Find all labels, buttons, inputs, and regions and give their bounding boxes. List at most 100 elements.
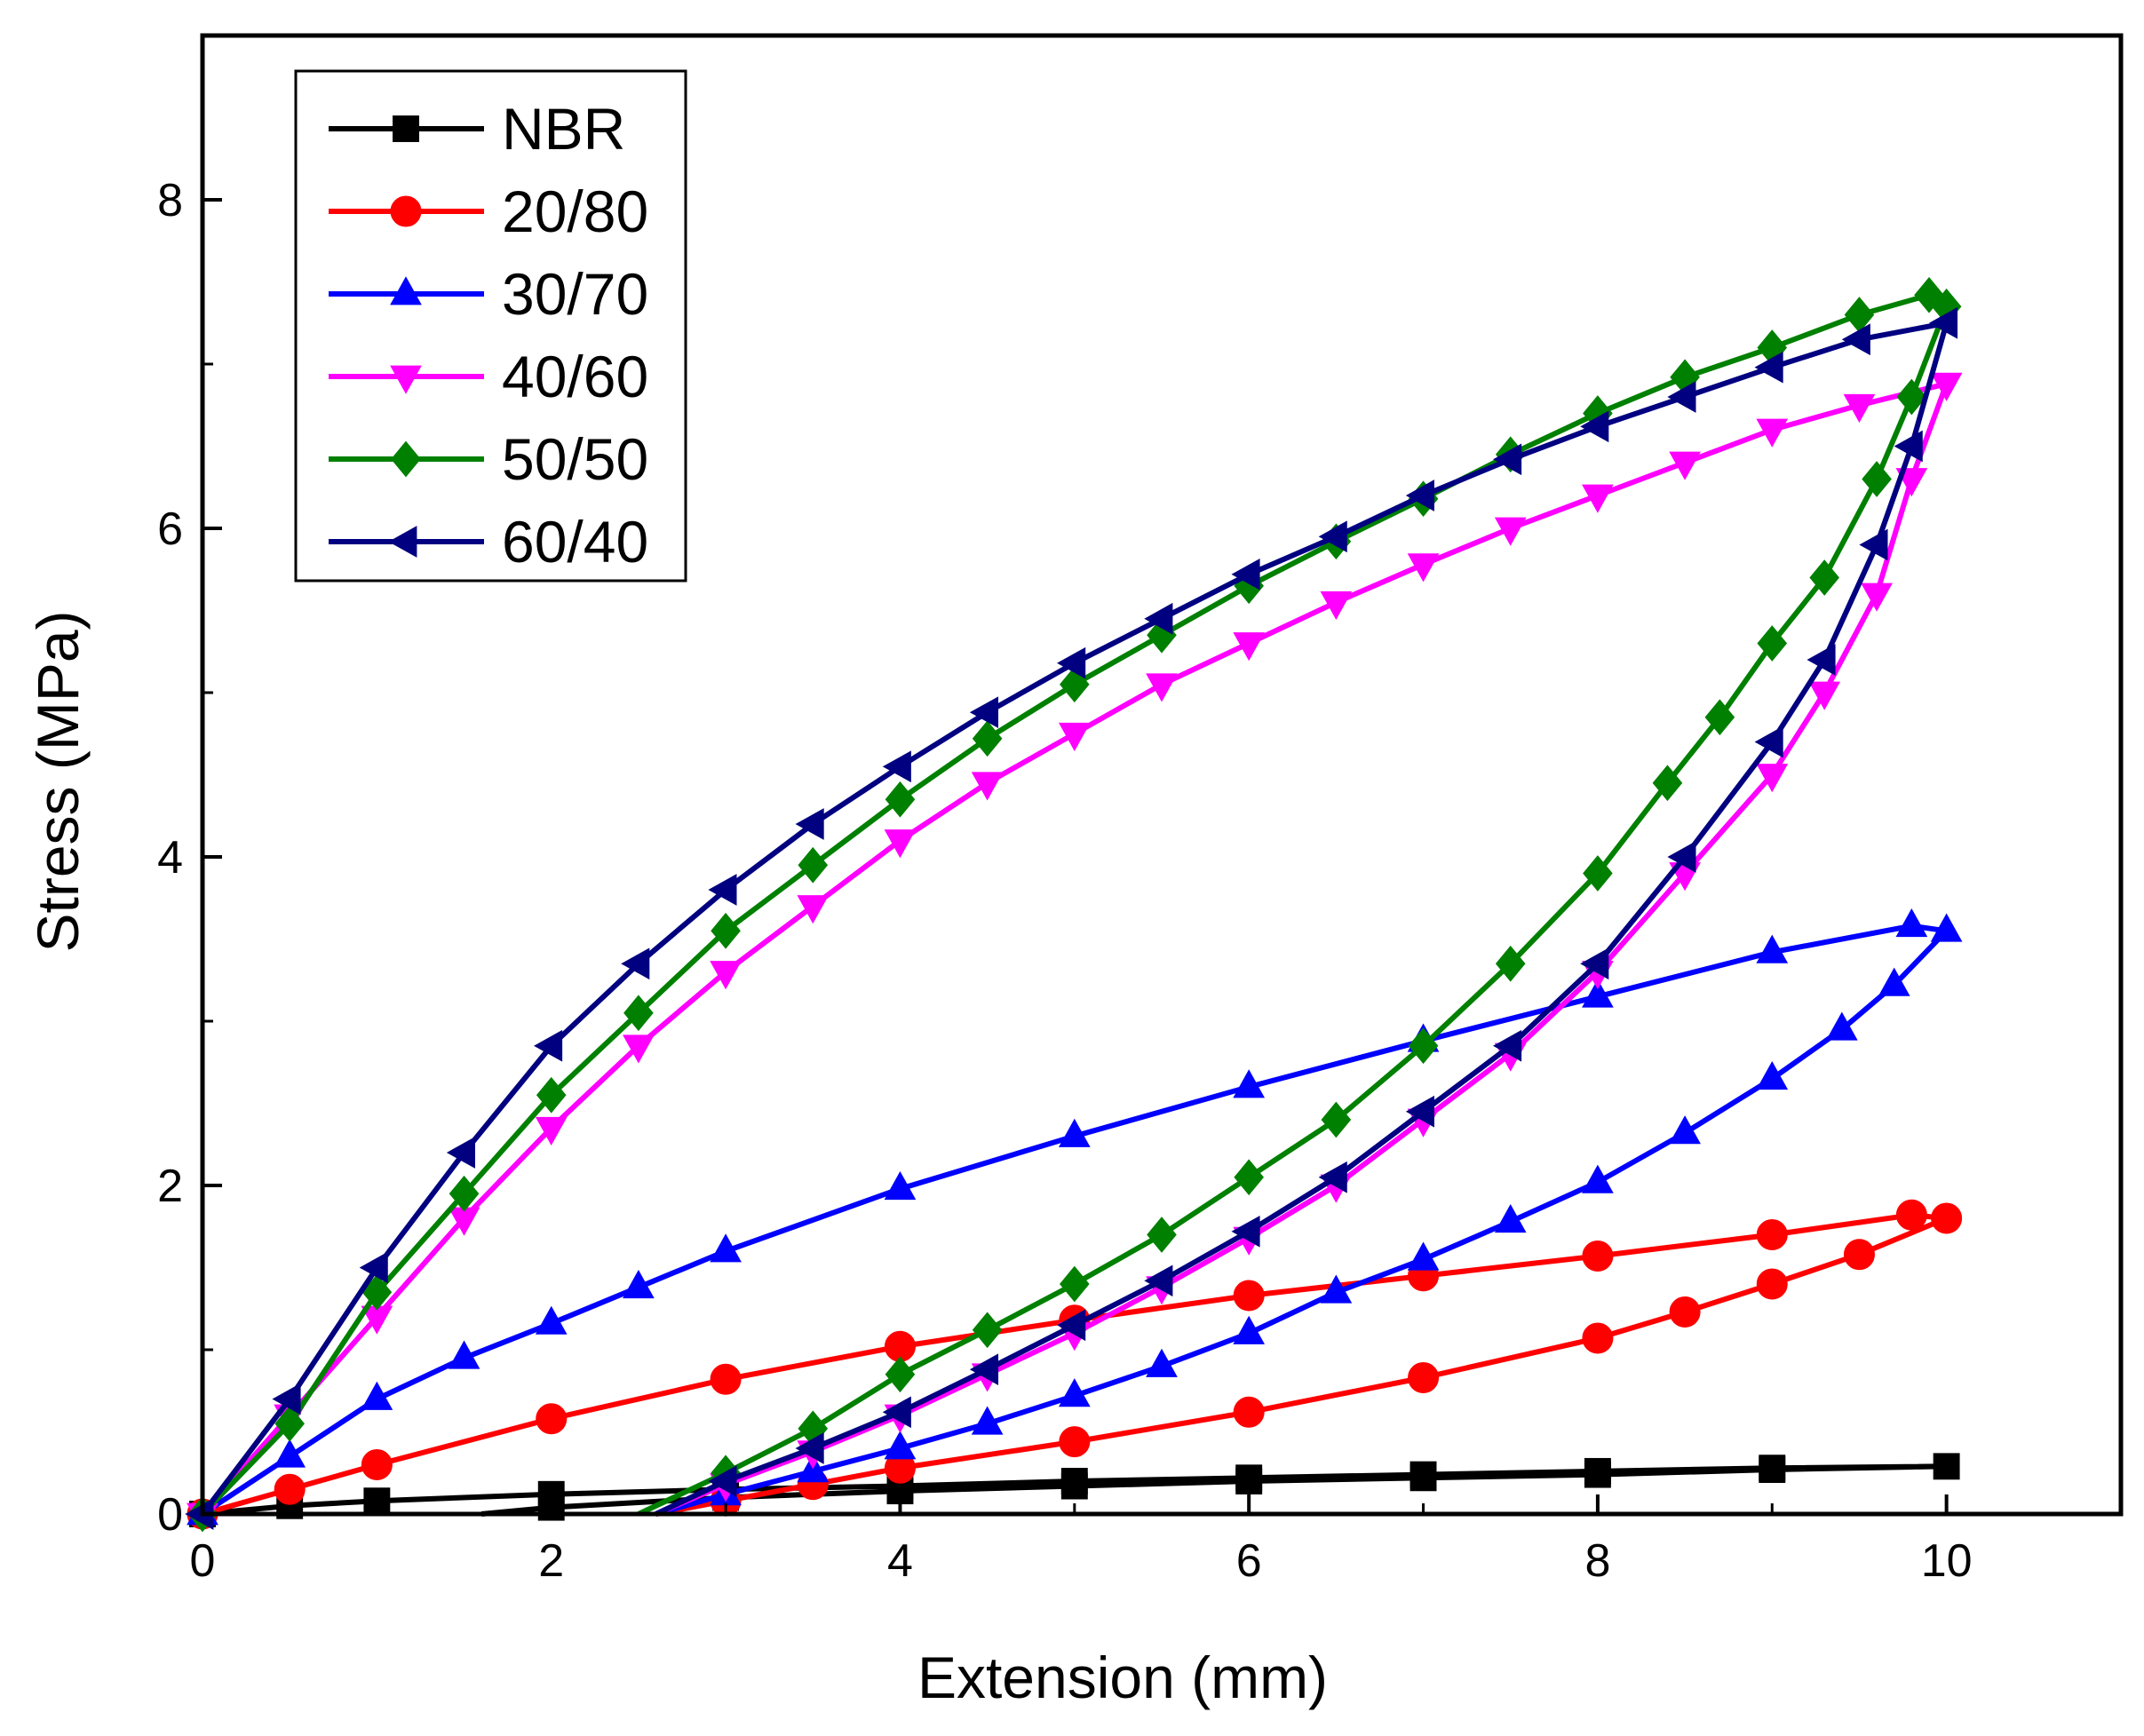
series-line bbox=[200, 292, 1949, 1517]
data-point bbox=[1704, 699, 1735, 736]
data-point bbox=[1584, 1461, 1611, 1488]
y-tick-label: 8 bbox=[157, 175, 183, 226]
data-point bbox=[1582, 1164, 1614, 1193]
data-point bbox=[1669, 1296, 1701, 1328]
data-point bbox=[1231, 558, 1260, 591]
data-point bbox=[1147, 1217, 1177, 1253]
data-point bbox=[1582, 484, 1614, 513]
data-point bbox=[884, 829, 917, 859]
data-point bbox=[1667, 841, 1696, 873]
data-point bbox=[885, 781, 916, 818]
data-point bbox=[1583, 855, 1613, 892]
data-point bbox=[1492, 443, 1522, 476]
data-point bbox=[711, 912, 741, 949]
data-point bbox=[1405, 1095, 1434, 1128]
data-point bbox=[1896, 378, 1927, 416]
legend-label: 20/80 bbox=[502, 178, 648, 244]
data-point bbox=[1807, 644, 1836, 676]
y-axis-title: Stress (MPa) bbox=[25, 610, 91, 952]
data-point bbox=[1809, 559, 1839, 596]
legend-item: NBR bbox=[329, 96, 625, 162]
data-point bbox=[1669, 1115, 1701, 1145]
data-point bbox=[1862, 461, 1892, 497]
data-point bbox=[972, 1312, 1003, 1349]
data-point bbox=[1409, 1464, 1437, 1492]
data-point bbox=[1843, 1239, 1875, 1271]
series-line bbox=[200, 320, 1949, 1517]
data-point bbox=[795, 1432, 824, 1464]
plot-frame bbox=[200, 33, 2124, 1517]
data-point bbox=[882, 750, 911, 783]
data-point bbox=[884, 1170, 917, 1201]
x-tick-label: 6 bbox=[1236, 1535, 1262, 1587]
legend-swatch-marker bbox=[391, 440, 421, 478]
data-point bbox=[361, 1449, 393, 1480]
data-point bbox=[1146, 673, 1178, 702]
data-point bbox=[359, 1251, 388, 1284]
data-point bbox=[1878, 967, 1910, 996]
data-point bbox=[1580, 410, 1609, 443]
data-point bbox=[1058, 722, 1091, 751]
data-point bbox=[882, 1396, 911, 1429]
data-point bbox=[1408, 1361, 1440, 1393]
data-point bbox=[623, 995, 654, 1032]
data-point bbox=[361, 1381, 393, 1410]
data-point bbox=[1930, 372, 1963, 401]
series-20-80 bbox=[187, 1199, 1963, 1530]
data-point bbox=[1321, 1101, 1352, 1138]
data-point bbox=[274, 1473, 306, 1505]
data-point bbox=[1495, 945, 1526, 982]
data-point bbox=[1895, 1199, 1927, 1231]
legend-label: 60/40 bbox=[502, 509, 648, 575]
x-tick-label: 10 bbox=[1921, 1535, 1973, 1587]
data-point bbox=[1667, 381, 1696, 413]
data-point bbox=[1494, 517, 1527, 546]
data-point bbox=[710, 1233, 742, 1263]
data-point bbox=[1057, 646, 1086, 679]
data-point bbox=[1146, 1348, 1178, 1377]
data-point bbox=[1408, 1027, 1439, 1065]
data-point bbox=[535, 1116, 568, 1145]
data-point bbox=[1933, 1453, 1960, 1480]
legend-item: 30/70 bbox=[329, 261, 648, 327]
data-point bbox=[969, 696, 999, 729]
data-point bbox=[1233, 1396, 1265, 1428]
data-point bbox=[1756, 934, 1789, 963]
data-point bbox=[1931, 1202, 1963, 1234]
data-point bbox=[1059, 1426, 1091, 1458]
legend-swatch-marker bbox=[393, 115, 419, 142]
data-point bbox=[708, 1465, 737, 1497]
data-point bbox=[536, 1076, 567, 1114]
data-point bbox=[1320, 591, 1353, 620]
series-line bbox=[202, 1212, 1949, 1517]
y-tick-label: 6 bbox=[157, 503, 183, 555]
data-point bbox=[274, 1405, 305, 1442]
data-point bbox=[971, 772, 1004, 801]
data-point bbox=[1859, 528, 1888, 561]
data-point bbox=[1914, 276, 1944, 313]
data-point bbox=[1759, 1456, 1786, 1483]
data-point bbox=[1756, 1061, 1789, 1090]
data-point bbox=[1060, 666, 1090, 703]
data-point bbox=[533, 1029, 563, 1062]
legend-item: 50/50 bbox=[329, 426, 648, 492]
data-point bbox=[1405, 480, 1434, 511]
legend: NBR 20/80 30/70 40/60 50/50 60/40 bbox=[294, 69, 687, 583]
data-point bbox=[1144, 602, 1173, 635]
data-point bbox=[446, 1137, 475, 1169]
legend-label: 40/60 bbox=[502, 344, 648, 409]
data-point bbox=[623, 1034, 655, 1064]
data-point bbox=[274, 1439, 306, 1468]
data-point bbox=[1843, 393, 1876, 423]
x-tick-label: 8 bbox=[1584, 1535, 1610, 1587]
y-tick-label: 4 bbox=[157, 832, 183, 884]
data-point bbox=[623, 1269, 655, 1299]
legend-swatch-marker bbox=[390, 195, 422, 227]
data-point bbox=[1669, 451, 1701, 480]
data-point bbox=[1754, 351, 1783, 384]
data-point bbox=[449, 1175, 480, 1212]
ticks-layer: 0 2 4 6 8 10 0 2 4 6 8 bbox=[157, 175, 1972, 1587]
legend-swatch-marker bbox=[388, 526, 417, 558]
data-point bbox=[1895, 908, 1928, 938]
